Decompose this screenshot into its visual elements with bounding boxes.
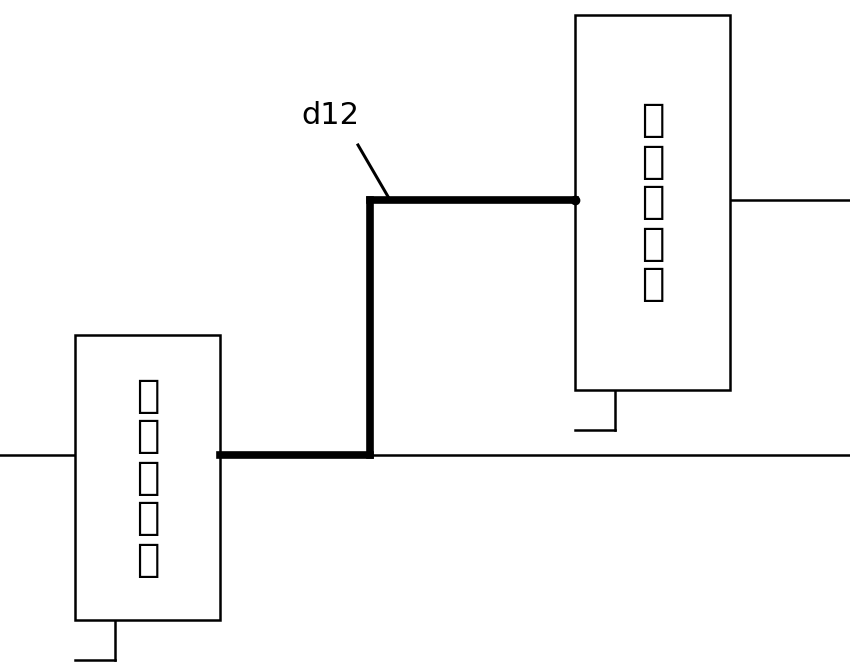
Text: 第
一
寄
存
器: 第 一 寄 存 器 xyxy=(136,377,159,579)
Text: d12: d12 xyxy=(301,101,359,129)
Text: 第
二
寄
存
器: 第 二 寄 存 器 xyxy=(641,101,664,304)
Bar xyxy=(75,335,220,620)
Bar xyxy=(575,15,730,390)
